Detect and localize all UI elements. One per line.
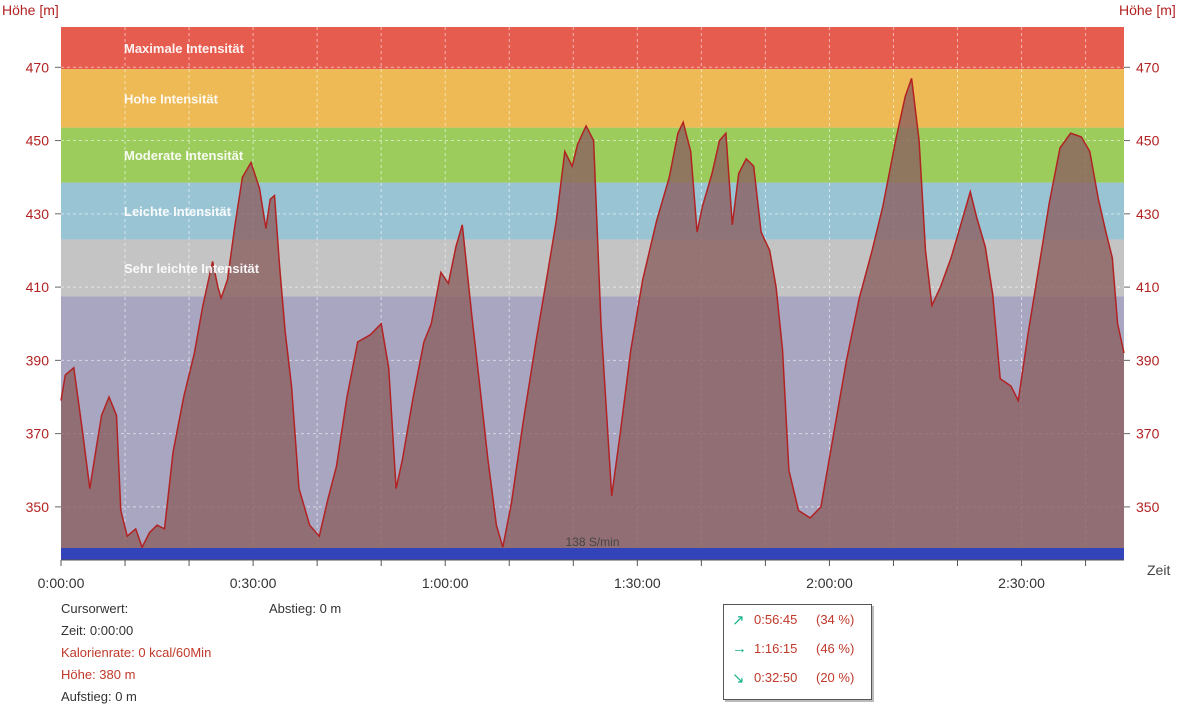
arrow-up-icon: ↗ [732, 611, 745, 629]
trend-up-pct: (34 %) [816, 612, 855, 627]
y-tick-label-right: 430 [1136, 206, 1160, 222]
zone-label-4: Sehr leichte Intensität [124, 261, 260, 276]
cursor-panel: Cursorwert: Zeit: 0:00:00 Kalorienrate: … [61, 598, 211, 708]
elevation-line [60, 78, 1125, 550]
y-axis-label-left: Höhe [m] [2, 2, 59, 18]
zone-label-3: Leichte Intensität [124, 204, 232, 219]
zone-band-0 [61, 27, 1124, 70]
arrow-down-icon: ↘ [732, 669, 745, 687]
zone-label-2: Moderate Intensität [124, 148, 244, 163]
cursor-ascent: Aufstieg: 0 m [61, 689, 137, 704]
x-tick-label: 1:30:00 [614, 575, 661, 591]
cadence-label: 138 S/min [565, 535, 619, 549]
y-tick-label-left: 450 [26, 133, 50, 149]
y-tick-label-left: 390 [26, 352, 50, 368]
trend-down-time: 0:32:50 [754, 670, 798, 685]
trend-flat-time: 1:16:15 [754, 641, 798, 656]
cursor-title: Cursorwert: [61, 601, 129, 616]
elevation-area [61, 78, 1124, 561]
y-tick-label-right: 470 [1136, 59, 1160, 75]
x-tick-label: 2:30:00 [998, 575, 1045, 591]
x-axis-label: Zeit [1147, 562, 1170, 578]
zone-label-0: Maximale Intensität [124, 41, 245, 56]
y-tick-label-right: 450 [1136, 133, 1160, 149]
y-tick-label-right: 370 [1136, 426, 1160, 442]
y-tick-label-right: 410 [1136, 279, 1160, 295]
zone-label-1: Hohe Intensität [124, 91, 219, 106]
y-axis-label-right: Höhe [m] [1119, 2, 1176, 18]
y-tick-label-left: 430 [26, 206, 50, 222]
zone-band-1 [61, 69, 1124, 128]
trend-row-flat: → 1:16:15 (46 %) [724, 634, 871, 663]
x-tick-label: 2:00:00 [806, 575, 853, 591]
cursor-descent: Abstieg: 0 m [269, 601, 342, 616]
y-tick-label-left: 370 [26, 426, 50, 442]
x-tick-label: 0:30:00 [230, 575, 277, 591]
y-tick-label-left: 470 [26, 59, 50, 75]
x-tick-label: 0:00:00 [38, 575, 85, 591]
trend-down-pct: (20 %) [816, 670, 855, 685]
y-tick-label-right: 390 [1136, 352, 1160, 368]
cursor-calorie-rate: Kalorienrate: 0 kcal/60Min [61, 645, 212, 660]
x-tick-label: 1:00:00 [422, 575, 469, 591]
trend-flat-pct: (46 %) [816, 641, 855, 656]
y-tick-label-right: 350 [1136, 499, 1160, 515]
arrow-flat-icon: → [732, 640, 747, 657]
elevation-chart: Höhe [m] Höhe [m] Zeit Maximale Intensit… [2, 2, 1176, 591]
trend-up-time: 0:56:45 [754, 612, 798, 627]
cursor-time: Zeit: 0:00:00 [61, 623, 134, 638]
cadence-bar [61, 548, 1124, 560]
descent-panel: Abstieg: 0 m [269, 598, 341, 620]
trend-row-up: ↗ 0:56:45 (34 %) [724, 605, 871, 634]
plot-area[interactable]: Maximale Intensität Hohe Intensität Modera… [26, 27, 1160, 591]
trend-legend: ↗ 0:56:45 (34 %) → 1:16:15 (46 %) ↘ 0:32… [723, 604, 872, 700]
y-tick-label-left: 410 [26, 279, 50, 295]
cursor-altitude: Höhe: 380 m [61, 667, 136, 682]
trend-row-down: ↘ 0:32:50 (20 %) [724, 663, 871, 692]
y-tick-label-left: 350 [26, 499, 50, 515]
